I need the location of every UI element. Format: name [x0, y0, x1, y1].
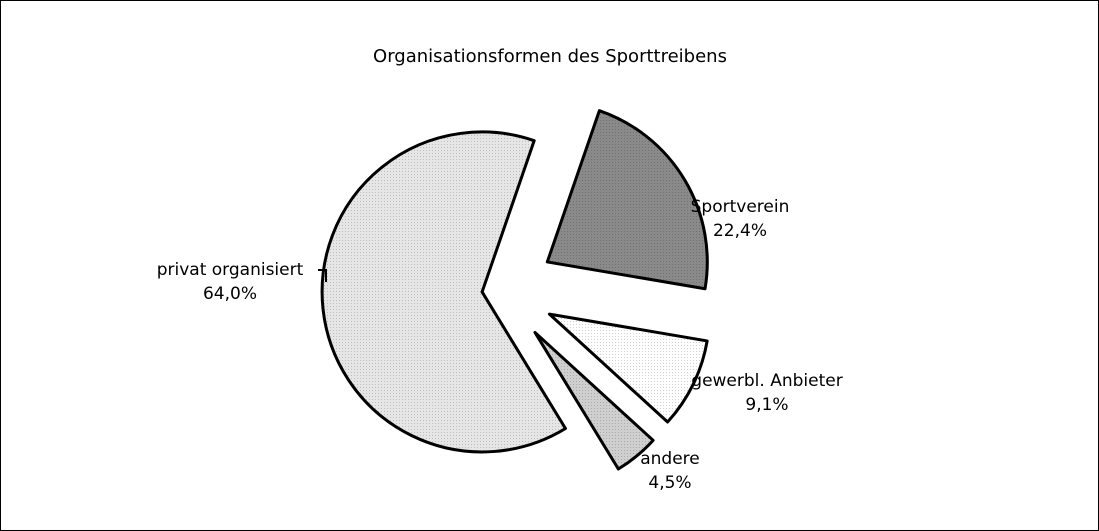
slice-value-label: 4,5% [648, 473, 691, 493]
slice-texture [549, 314, 708, 423]
slice-value-label: 64,0% [203, 284, 257, 304]
slice-texture [547, 110, 708, 289]
slice-value-label: 22,4% [713, 221, 767, 241]
leader-line [318, 269, 327, 282]
slice-label: Sportverein [691, 197, 790, 217]
slice-value-label: 9,1% [745, 395, 788, 415]
chart-title: Organisationsformen des Sporttreibens [373, 46, 727, 67]
slice-label: andere [640, 449, 700, 469]
slice-texture [534, 332, 654, 470]
slice-texture [322, 131, 566, 452]
slice-label: gewerbl. Anbieter [691, 371, 842, 391]
slice-label: privat organisiert [157, 260, 304, 280]
